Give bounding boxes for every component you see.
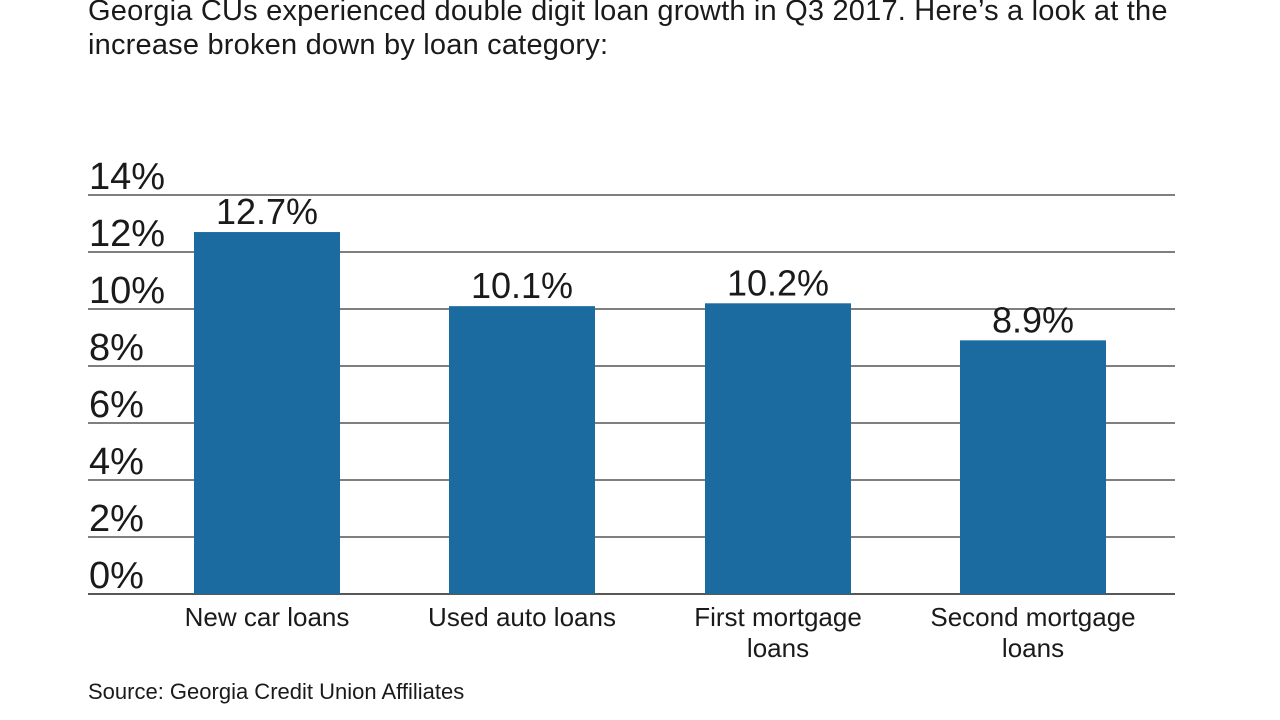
y-tick-label: 10% xyxy=(89,270,165,312)
y-tick-label: 4% xyxy=(89,441,144,483)
source-note: Source: Georgia Credit Union Affiliates xyxy=(88,679,465,704)
x-tick-label: Used auto loans xyxy=(428,602,616,632)
y-axis-tick-labels: 0% 2% 4% 6% 8% 10% 12% 14% xyxy=(89,156,165,597)
bar-value-label: 8.9% xyxy=(992,299,1074,340)
bar xyxy=(194,232,340,595)
y-tick-label: 12% xyxy=(89,213,165,255)
y-tick-label: 0% xyxy=(89,555,144,597)
x-tick-label: loans xyxy=(747,633,809,663)
y-tick-label: 2% xyxy=(89,498,144,540)
y-tick-label: 8% xyxy=(89,327,144,369)
x-tick-label: loans xyxy=(1002,633,1064,663)
bar-value-labels: 12.7% 10.1% 10.2% 8.9% xyxy=(216,191,1074,340)
bar-value-label: 12.7% xyxy=(216,191,318,232)
chart-title: Georgia CUs experienced double digit loa… xyxy=(88,0,1168,61)
bar-value-label: 10.2% xyxy=(727,262,829,303)
bar xyxy=(960,340,1106,594)
bars xyxy=(194,232,1106,595)
bar xyxy=(449,306,595,594)
x-tick-label: First mortgage xyxy=(694,602,862,632)
bar-value-label: 10.1% xyxy=(471,265,573,306)
bar xyxy=(705,303,851,594)
y-tick-label: 14% xyxy=(89,156,165,198)
x-axis-category-labels: New car loans Used auto loans First mortga… xyxy=(185,602,1136,663)
x-tick-label: New car loans xyxy=(185,602,350,632)
y-tick-label: 6% xyxy=(89,384,144,426)
x-tick-label: Second mortgage xyxy=(930,602,1135,632)
